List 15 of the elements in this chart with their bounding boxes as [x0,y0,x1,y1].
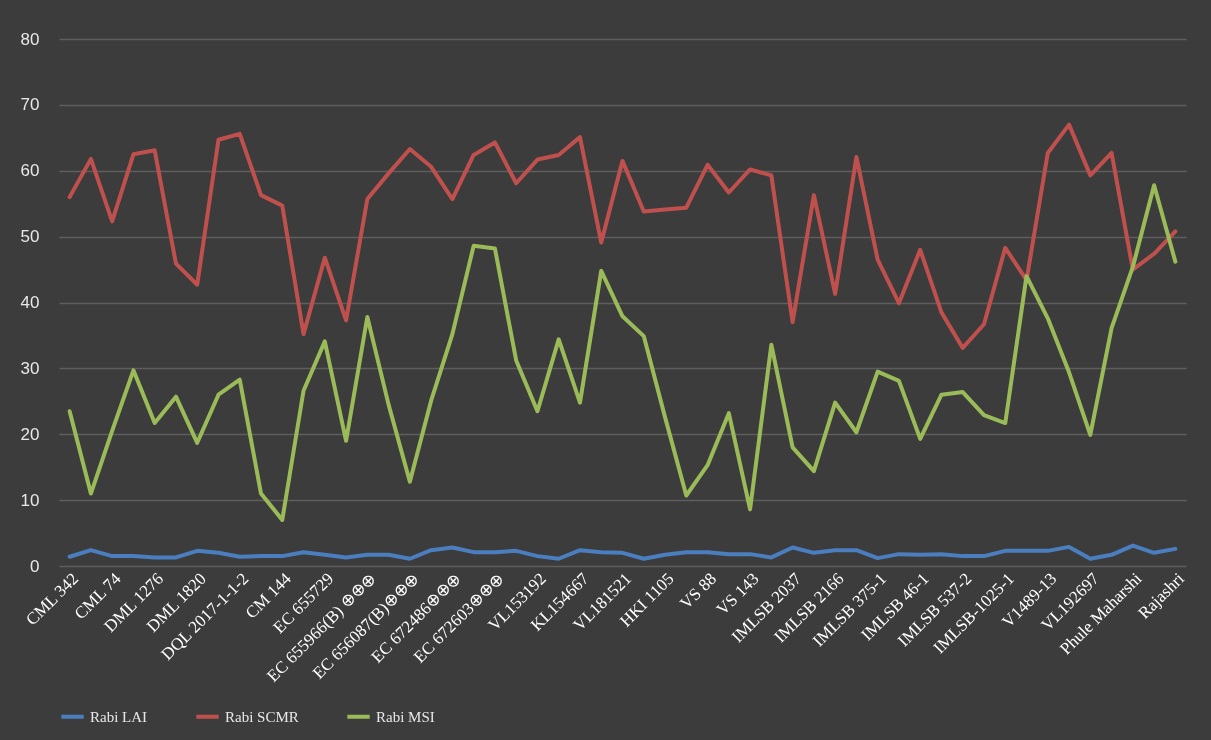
line-series [67,122,1178,350]
y-tick-label: 0 [30,556,40,576]
legend-label: Rabi SCMR [225,708,299,725]
legend-label: Rabi LAI [90,708,148,725]
y-tick-label: 80 [20,29,40,49]
line-series [67,183,1178,522]
y-tick-label: 10 [20,490,40,510]
line-series [67,543,1178,561]
y-tick-label: 70 [20,95,40,115]
y-tick-label: 20 [20,424,40,444]
legend-label: Rabi MSI [376,708,435,725]
y-tick-label: 60 [20,161,40,181]
y-tick-label: 40 [20,293,40,312]
y-tick-label: 30 [20,358,40,378]
y-tick-label: 50 [20,227,40,247]
